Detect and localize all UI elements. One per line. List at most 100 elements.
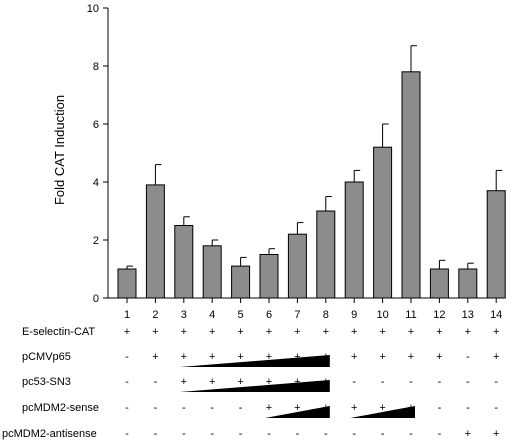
condition-mark: + bbox=[266, 326, 272, 338]
condition-mark: - bbox=[438, 428, 442, 440]
condition-mark: - bbox=[381, 376, 385, 388]
condition-mark: + bbox=[294, 402, 300, 414]
condition-row: pCMVp65-+++++++++++-+ bbox=[22, 351, 499, 367]
x-tick-label: 8 bbox=[323, 309, 329, 321]
y-tick-label: 8 bbox=[93, 61, 99, 73]
condition-mark: + bbox=[181, 376, 187, 388]
condition-label: pcMDM2-sense bbox=[22, 402, 99, 414]
condition-mark: - bbox=[352, 428, 356, 440]
condition-label: pCMVp65 bbox=[22, 351, 71, 363]
x-tick-label: 2 bbox=[152, 309, 158, 321]
condition-mark: - bbox=[494, 402, 498, 414]
bar bbox=[174, 225, 194, 299]
bar bbox=[373, 146, 393, 299]
condition-mark: - bbox=[381, 428, 385, 440]
condition-mark: + bbox=[237, 376, 243, 388]
error-bars bbox=[126, 45, 503, 269]
x-tick-label: 5 bbox=[238, 309, 244, 321]
condition-mark: - bbox=[466, 402, 470, 414]
condition-mark: + bbox=[493, 326, 499, 338]
x-tick-label: 12 bbox=[433, 309, 445, 321]
condition-mark: - bbox=[409, 376, 413, 388]
condition-mark: - bbox=[154, 402, 158, 414]
condition-mark: - bbox=[125, 428, 129, 440]
condition-mark: - bbox=[267, 428, 271, 440]
condition-mark: - bbox=[438, 376, 442, 388]
bar bbox=[259, 254, 279, 299]
condition-mark: + bbox=[209, 351, 215, 363]
condition-mark: + bbox=[152, 326, 158, 338]
bar bbox=[316, 210, 336, 299]
condition-mark: - bbox=[466, 376, 470, 388]
condition-label: pcMDM2-antisense bbox=[2, 428, 97, 440]
condition-mark: - bbox=[239, 428, 243, 440]
bar bbox=[202, 245, 222, 299]
bar bbox=[145, 184, 165, 299]
condition-mark: - bbox=[352, 376, 356, 388]
condition-mark: + bbox=[266, 402, 272, 414]
condition-mark: + bbox=[493, 351, 499, 363]
condition-mark: - bbox=[239, 402, 243, 414]
condition-mark: + bbox=[436, 351, 442, 363]
condition-mark: + bbox=[379, 326, 385, 338]
condition-mark: - bbox=[324, 428, 328, 440]
condition-mark: + bbox=[209, 376, 215, 388]
y-tick-labels: 0 2 4 6 8 10 bbox=[87, 3, 99, 305]
x-tick-label: 14 bbox=[490, 309, 502, 321]
condition-mark: + bbox=[351, 351, 357, 363]
condition-mark: - bbox=[466, 351, 470, 363]
condition-row: pcMDM2-antisense - - - - - - - - - - - - + + bbox=[2, 428, 499, 440]
condition-mark: + bbox=[465, 326, 471, 338]
y-axis-label: Fold CAT Induction bbox=[52, 95, 67, 205]
condition-mark: - bbox=[125, 351, 129, 363]
condition-mark: + bbox=[152, 351, 158, 363]
condition-mark: + bbox=[436, 326, 442, 338]
x-tick-labels: 1 2 3 4 5 6 7 8 9 10 11 12 13 14 bbox=[124, 309, 502, 321]
y-tick-label: 2 bbox=[93, 235, 99, 247]
condition-mark: - bbox=[494, 376, 498, 388]
condition-mark: + bbox=[181, 326, 187, 338]
bar bbox=[401, 71, 421, 299]
condition-mark: - bbox=[154, 376, 158, 388]
bar bbox=[429, 268, 449, 299]
x-tick-label: 1 bbox=[124, 309, 130, 321]
y-tick-label: 4 bbox=[93, 177, 99, 189]
bar bbox=[231, 265, 251, 299]
condition-mark: - bbox=[210, 428, 214, 440]
condition-mark: + bbox=[323, 326, 329, 338]
x-tick-label: 6 bbox=[266, 309, 272, 321]
condition-mark: - bbox=[125, 402, 129, 414]
condition-mark: - bbox=[125, 376, 129, 388]
dose-wedge bbox=[179, 380, 330, 392]
condition-mark: - bbox=[182, 402, 186, 414]
bar bbox=[344, 181, 364, 299]
x-tick-label: 13 bbox=[462, 309, 474, 321]
condition-mark: + bbox=[124, 326, 130, 338]
condition-mark: + bbox=[266, 376, 272, 388]
condition-mark: + bbox=[379, 351, 385, 363]
condition-label: E-selectin-CAT bbox=[22, 326, 95, 338]
y-tick-label: 6 bbox=[93, 119, 99, 131]
condition-mark: + bbox=[351, 402, 357, 414]
bar bbox=[486, 190, 506, 299]
condition-mark: - bbox=[154, 428, 158, 440]
x-tick-label: 3 bbox=[181, 309, 187, 321]
condition-label: pc53-SN3 bbox=[22, 376, 71, 388]
condition-mark: + bbox=[266, 351, 272, 363]
condition-mark: + bbox=[408, 351, 414, 363]
bars bbox=[117, 71, 506, 299]
x-tick-label: 11 bbox=[405, 309, 416, 321]
x-tick-label: 7 bbox=[294, 309, 300, 321]
condition-row: E-selectin-CAT + + + + + + + + + + + + + + bbox=[22, 326, 499, 338]
condition-mark: + bbox=[294, 376, 300, 388]
condition-mark: + bbox=[408, 326, 414, 338]
y-tick-label: 10 bbox=[87, 3, 99, 15]
condition-mark: + bbox=[237, 351, 243, 363]
condition-mark: - bbox=[438, 402, 442, 414]
condition-mark: - bbox=[210, 402, 214, 414]
bar bbox=[287, 233, 307, 299]
condition-mark: + bbox=[493, 428, 499, 440]
condition-mark: + bbox=[294, 326, 300, 338]
condition-mark: + bbox=[209, 326, 215, 338]
